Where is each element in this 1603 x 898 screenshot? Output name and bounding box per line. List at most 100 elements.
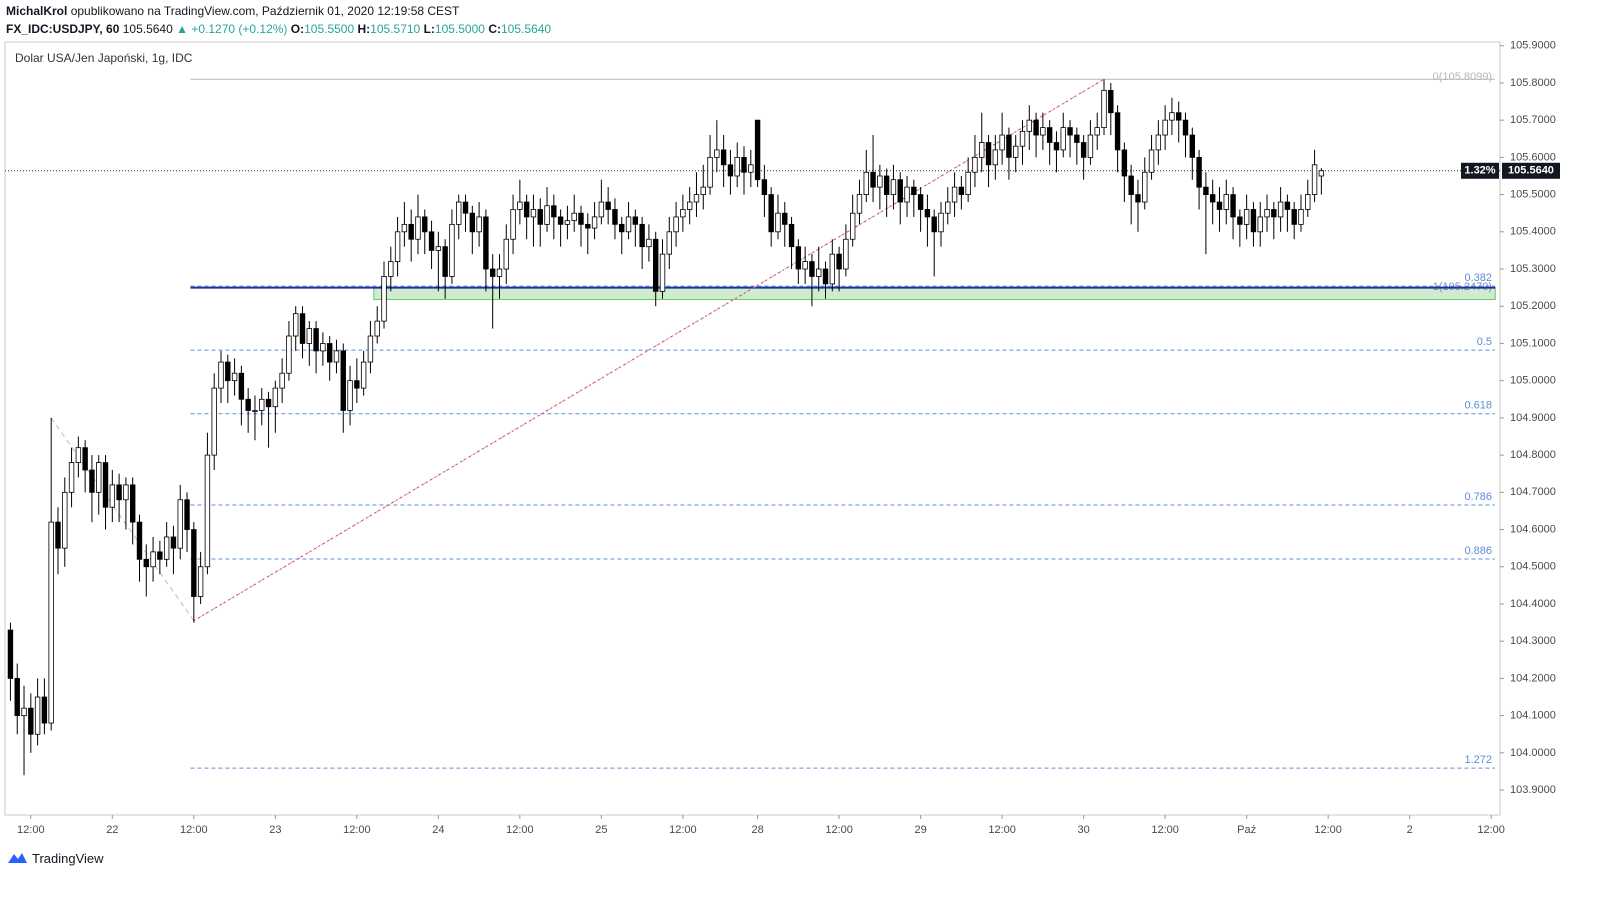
x-tick-label: 24 <box>432 824 444 836</box>
candle-body <box>306 328 312 344</box>
candle-body <box>456 201 462 225</box>
candle-body <box>965 171 971 195</box>
candle-body <box>788 223 795 248</box>
candle-body <box>96 462 102 493</box>
last: 105.5640 <box>122 22 173 36</box>
fib-label: 1.272 <box>1464 754 1492 766</box>
candle-body <box>170 536 177 549</box>
candle-body <box>435 246 442 251</box>
candle-body <box>782 212 788 225</box>
symbol: FX_IDC:USDJPY, 60 <box>6 22 120 36</box>
price-tag <box>1502 162 1560 179</box>
candle-body <box>1067 127 1073 136</box>
candle-body <box>394 231 401 262</box>
candle-body <box>659 253 666 292</box>
fib-label: 0.786 <box>1464 491 1492 503</box>
candle-body <box>116 484 122 501</box>
candle-body <box>1148 149 1155 173</box>
candle-body <box>578 212 584 225</box>
candle-body <box>442 246 448 277</box>
candle-body <box>313 328 319 352</box>
candle-body <box>612 209 618 225</box>
candle-body <box>1169 112 1175 121</box>
candle-body <box>666 231 672 255</box>
candle-body <box>1189 134 1196 158</box>
candle-body <box>68 462 75 493</box>
candle-body <box>530 209 537 218</box>
candle-body <box>476 216 482 233</box>
y-tick-label: 105.1000 <box>1510 337 1556 349</box>
candle-body <box>252 410 258 412</box>
candle-body <box>1026 119 1032 132</box>
candle-body <box>836 253 842 270</box>
candle-body <box>265 398 272 408</box>
candle-body <box>28 707 34 735</box>
candle-body <box>700 186 706 195</box>
x-tick-label: Paź <box>1237 824 1256 836</box>
candle-body <box>720 149 727 166</box>
candle-body <box>605 201 611 210</box>
ohlc-label: L: <box>423 22 435 36</box>
ohlc-label: O: <box>290 22 305 36</box>
candle-body <box>537 209 543 225</box>
candle-body <box>1305 194 1311 210</box>
y-tick-label: 105.2000 <box>1510 300 1556 312</box>
ohlc-value: 105.5000 <box>434 22 485 36</box>
candle-body <box>129 484 136 523</box>
candle-body <box>795 246 802 270</box>
ohlc-value: 105.5500 <box>304 22 355 36</box>
candle-body <box>299 313 306 344</box>
candle-body <box>388 261 394 277</box>
candle-body <box>951 186 958 203</box>
candle-body <box>680 209 686 218</box>
change-tag <box>1461 162 1499 179</box>
candle-body <box>360 361 367 389</box>
y-tick-label: 105.3000 <box>1510 263 1556 275</box>
candle-body <box>1155 134 1162 151</box>
y-tick-label: 104.9000 <box>1510 412 1556 424</box>
fib-label: 0.618 <box>1464 400 1492 412</box>
candle-body <box>34 696 41 735</box>
header: MichalKrol opublikowano na TradingView.c… <box>6 2 551 38</box>
candle-body <box>822 268 829 285</box>
candle-body <box>693 194 700 203</box>
candle-body <box>150 551 156 568</box>
candle-body <box>367 335 374 363</box>
candle-body <box>1209 194 1216 203</box>
candle-body <box>571 212 577 222</box>
candle-body <box>293 313 299 337</box>
y-tick-label: 105.9000 <box>1510 40 1556 52</box>
candle-body <box>21 707 27 717</box>
candle-body <box>1182 119 1189 136</box>
y-tick-label: 105.4000 <box>1510 226 1556 238</box>
candle-body <box>75 447 82 463</box>
candle-body <box>931 216 937 233</box>
candle-body <box>564 220 571 225</box>
x-tick-label: 30 <box>1078 824 1090 836</box>
candle-body <box>1128 175 1134 195</box>
candle-body <box>938 212 944 233</box>
candle-body <box>1318 170 1325 177</box>
candle-body <box>911 186 917 195</box>
candle-body <box>218 361 224 389</box>
y-tick-label: 104.3000 <box>1510 635 1556 647</box>
y-tick-label: 104.8000 <box>1510 449 1556 461</box>
y-tick-label: 105.6000 <box>1510 151 1556 163</box>
candle-body <box>924 209 931 218</box>
x-tick-label: 12:00 <box>1477 824 1505 836</box>
candle-body <box>816 268 822 277</box>
candle-body <box>1298 209 1304 225</box>
candle-body <box>428 231 435 251</box>
candle-body <box>714 149 720 158</box>
candle-body <box>496 268 503 277</box>
x-tick-label: 12:00 <box>1151 824 1179 836</box>
candle-body <box>673 216 679 233</box>
ohlc-value: 105.5710 <box>370 22 421 36</box>
fib-label: 0.886 <box>1464 545 1492 557</box>
y-tick-label: 104.0000 <box>1510 747 1556 759</box>
candle-body <box>1277 201 1284 218</box>
publish-line: MichalKrol opublikowano na TradingView.c… <box>6 2 551 20</box>
candle-body <box>551 205 557 218</box>
candle-body <box>333 350 340 363</box>
candle-body <box>727 164 734 177</box>
